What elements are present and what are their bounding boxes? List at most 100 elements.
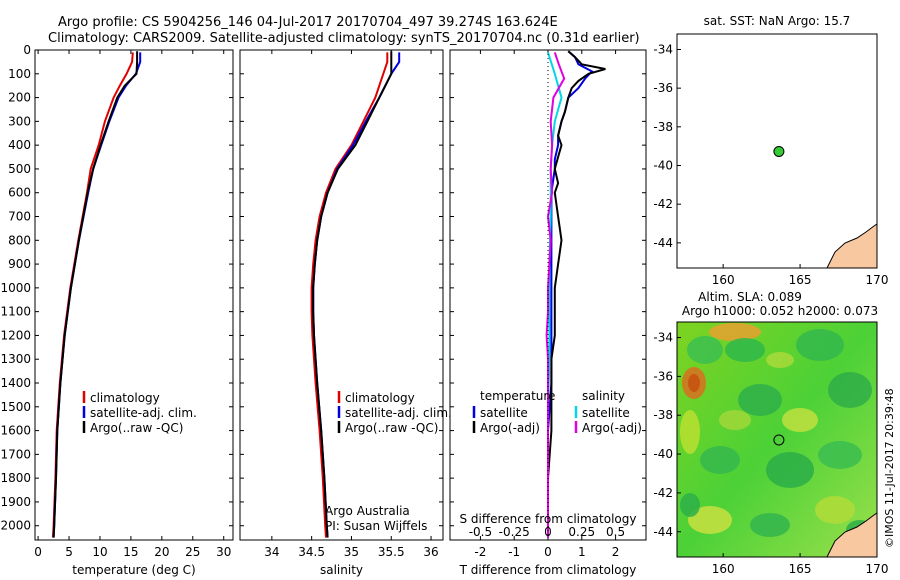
legend-label: satellite — [480, 406, 528, 420]
y-tick-label: 0 — [23, 43, 31, 57]
x-tick-label: 25 — [185, 545, 200, 559]
sst-map-frame — [676, 33, 878, 269]
sst-map-title: sat. SST: NaN Argo: 15.7 — [704, 14, 851, 28]
x-tick-label: 36 — [423, 545, 438, 559]
y-tick-label: -44 — [653, 236, 673, 250]
sla-map-title: Altim. SLA: 0.089 — [698, 290, 802, 304]
s-tick-label: 0.25 — [568, 525, 595, 539]
sla-anomaly-blob — [688, 374, 700, 392]
sla-anomaly-blob — [766, 352, 794, 368]
x-tick-label: 35.5 — [378, 545, 405, 559]
y-tick-label: 300 — [8, 114, 31, 128]
sla-anomaly-blob — [687, 336, 723, 364]
y-tick-label: -38 — [653, 120, 673, 134]
y-tick-label: -34 — [653, 331, 673, 345]
series-line-temperature-argo-adj- — [547, 50, 606, 538]
sla-anomaly-blob — [782, 408, 818, 432]
land-shape — [826, 223, 877, 268]
legend-label: climatology — [90, 391, 160, 405]
y-tick-label: 2000 — [0, 519, 31, 533]
x-tick-label: 15 — [123, 545, 138, 559]
s-tick-label: 0.5 — [606, 525, 625, 539]
legend-temperature-header: temperature — [480, 389, 555, 403]
y-tick-label: 1500 — [0, 400, 31, 414]
legend-label: satellite — [582, 406, 630, 420]
x-tick-label: 1 — [578, 545, 586, 559]
salinity-xlabel: salinity — [320, 563, 363, 577]
y-tick-label: 200 — [8, 91, 31, 105]
legend-label: climatology — [345, 391, 415, 405]
s-tick-label: 0 — [544, 525, 552, 539]
y-tick-label: 900 — [8, 257, 31, 271]
y-tick-label: 1700 — [0, 447, 31, 461]
sla-map-subtitle: Argo h1000: 0.052 h2000: 0.073 — [682, 304, 878, 318]
x-tick-label: 165 — [789, 562, 812, 576]
y-tick-label: -42 — [653, 197, 673, 211]
x-tick-label: 160 — [712, 273, 735, 287]
y-tick-label: -44 — [653, 525, 673, 539]
x-tick-label: 5 — [65, 545, 73, 559]
sla-anomaly-blob — [680, 493, 700, 517]
s-tick-label: -0.5 — [469, 525, 492, 539]
x-tick-label: -2 — [474, 545, 486, 559]
y-tick-label: 1100 — [0, 305, 31, 319]
sst-map-panel: sat. SST: NaN Argo: 15.7 160 165 170 -34 -36 -… — [653, 14, 888, 287]
temperature-xlabel: temperature (deg C) — [72, 563, 195, 577]
figure-title-line1: Argo profile: CS 5904256_146 04-Jul-2017… — [58, 15, 558, 30]
sla-anomaly-blob — [750, 513, 790, 537]
sla-anomaly-blob — [680, 410, 700, 454]
legend-label: Argo(..raw -QC) — [90, 421, 183, 435]
y-tick-label: 1200 — [0, 328, 31, 342]
argo-float-marker — [773, 434, 785, 446]
y-tick-label: 1800 — [0, 471, 31, 485]
sla-anomaly-blob — [738, 384, 782, 416]
legend-label: Argo(-adj) — [582, 421, 642, 435]
legend-label: Argo(-adj) — [480, 421, 540, 435]
sla-anomaly-blob — [709, 323, 761, 341]
sla-anomaly-blob — [688, 506, 732, 534]
y-tick-label: 1000 — [0, 281, 31, 295]
x-tick-label: 10 — [92, 545, 107, 559]
y-tick-label: -40 — [653, 159, 673, 173]
y-tick-label: 800 — [8, 233, 31, 247]
x-tick-label: 170 — [866, 273, 889, 287]
annotation-line2: PI: Susan Wijffels — [325, 519, 427, 533]
argo-float-marker — [773, 145, 785, 157]
sla-map-frame — [676, 321, 878, 558]
y-tick-label: -38 — [653, 408, 673, 422]
y-tick-label: 600 — [8, 186, 31, 200]
y-tick-label: -40 — [653, 447, 673, 461]
x-tick-label: 0 — [544, 545, 552, 559]
difference-xlabel: T difference from climatology — [459, 563, 637, 577]
x-tick-label: 30 — [216, 545, 231, 559]
salinity-frame — [239, 49, 444, 541]
y-tick-label: 500 — [8, 162, 31, 176]
series-line-climatology — [310, 52, 389, 538]
y-tick-label: 1400 — [0, 376, 31, 390]
y-tick-label: 1300 — [0, 352, 31, 366]
sla-anomaly-blob — [796, 329, 844, 361]
y-tick-label: 1900 — [0, 495, 31, 509]
sla-anomaly-blob — [700, 446, 740, 474]
x-tick-label: -1 — [508, 545, 520, 559]
x-tick-label: 20 — [154, 545, 169, 559]
x-tick-label: 160 — [712, 562, 735, 576]
sla-anomaly-blob — [725, 338, 765, 362]
sla-anomaly-blob — [815, 496, 855, 524]
legend-label: satellite-adj. clim. — [345, 406, 452, 420]
difference-panel: -2 -1 0 1 2 T difference from climatology -0.5… — [449, 49, 647, 577]
s-tick-label: -0.25 — [499, 525, 530, 539]
sla-anomaly-blob — [818, 441, 862, 469]
y-tick-label: -42 — [653, 486, 673, 500]
x-tick-label: 34 — [264, 545, 279, 559]
y-tick-label: 1600 — [0, 424, 31, 438]
salinity-panel: 34 34.5 35 35.5 36 salinity climatologysatelli… — [239, 49, 452, 577]
figure-title-line2: Climatology: CARS2009. Satellite-adjuste… — [48, 31, 640, 46]
land-shape — [826, 512, 877, 557]
x-tick-label: 0 — [34, 545, 42, 559]
x-tick-label: 35 — [344, 545, 359, 559]
series-line-argo-raw-qc- — [52, 51, 139, 538]
legend-label: satellite-adj. clim. — [90, 406, 197, 420]
x-tick-label: 170 — [866, 562, 889, 576]
difference-toplabel: S difference from climatology — [460, 512, 637, 526]
